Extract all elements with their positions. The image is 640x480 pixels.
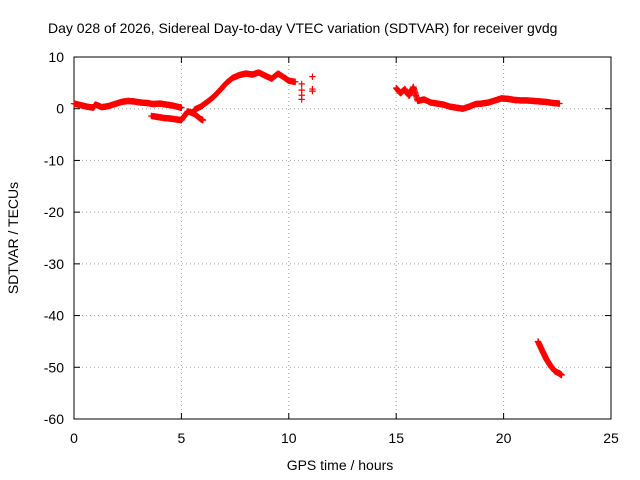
y-ticks: 10 0 -10 -20 -30 -40 -50 -60	[44, 49, 611, 427]
x-tick-label: 0	[70, 430, 78, 446]
data-point	[556, 100, 563, 107]
x-ticks: 0 5 10 15 20 25	[70, 57, 619, 446]
x-tick-label: 25	[603, 430, 619, 446]
data-point	[309, 87, 316, 95]
series-main_track_a	[70, 97, 185, 111]
plot-frame	[73, 56, 612, 420]
y-tick-label: -40	[44, 308, 64, 324]
series-main_track_c	[393, 83, 563, 112]
y-axis-label: SDTVAR / TECUs	[5, 182, 21, 294]
x-tick-label: 15	[388, 430, 404, 446]
y-tick-label: 10	[48, 49, 64, 65]
y-tick-label: -30	[44, 256, 64, 272]
data-point	[309, 73, 316, 80]
series-main_track_b	[191, 69, 299, 113]
data-points	[70, 69, 565, 379]
series-low_tail	[534, 338, 565, 379]
x-axis-label: GPS time / hours	[287, 457, 394, 473]
x-tick-label: 20	[496, 430, 512, 446]
y-tick-label: -20	[44, 204, 64, 220]
x-tick-label: 5	[178, 430, 186, 446]
y-tick-label: -10	[44, 152, 64, 168]
y-tick-label: -60	[44, 411, 64, 427]
data-point	[298, 96, 305, 103]
chart-title: Day 028 of 2026, Sidereal Day-to-day VTE…	[48, 20, 557, 36]
data-point	[558, 371, 565, 379]
data-point	[292, 78, 299, 86]
y-tick-label: -50	[44, 359, 64, 375]
data-point	[178, 104, 185, 111]
y-tick-label: 0	[56, 101, 64, 117]
series-lower_branch	[148, 108, 207, 124]
data-point	[199, 116, 207, 124]
series-isolated	[298, 73, 316, 103]
grid	[74, 57, 611, 419]
data-point	[298, 80, 305, 88]
x-tick-label: 10	[281, 430, 297, 446]
